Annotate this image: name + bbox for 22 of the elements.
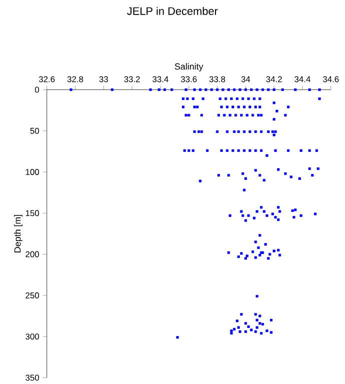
- x-tick-label: 34.2: [266, 76, 282, 82]
- chart-title: JELP in December: [127, 6, 218, 15]
- x-tick-label: 33.2: [124, 76, 140, 82]
- y-tick-label: 300: [26, 334, 40, 340]
- y-tick-label: 100: [26, 169, 40, 175]
- x-tick-label: 33.8: [209, 76, 226, 82]
- y-tick-label: 0: [35, 86, 40, 93]
- x-tick-label: 34.4: [294, 76, 311, 82]
- x-tick-label: 32.6: [39, 76, 55, 82]
- y-axis-title: Depth [m]: [14, 214, 23, 252]
- x-tick-label: 33: [99, 76, 108, 82]
- y-tick-label: 200: [26, 251, 40, 258]
- y-tick-label: 50: [30, 128, 40, 134]
- x-tick-label: 34: [241, 76, 250, 82]
- x-tick-label: 33.6: [181, 76, 197, 82]
- x-tick-label: 33.4: [152, 76, 169, 82]
- x-tick-label: 34.6: [323, 76, 339, 82]
- y-tick-label: 350: [26, 374, 40, 381]
- y-tick-label: 250: [26, 292, 40, 298]
- y-tick-label: 150: [26, 210, 40, 216]
- x-tick-label: 32.8: [67, 76, 84, 82]
- x-axis-title: Salinity: [174, 63, 204, 72]
